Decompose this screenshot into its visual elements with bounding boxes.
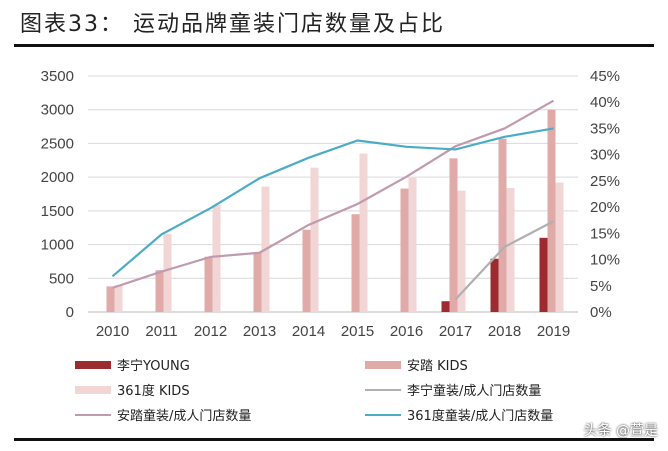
x-tick-label: 2010: [96, 323, 129, 340]
watermark: 头条 @萱是: [583, 423, 658, 439]
y-right-tick-label: 5%: [590, 278, 612, 295]
y-left-tick-label: 1500: [41, 203, 74, 220]
bar-2: [498, 138, 507, 312]
bar-2: [400, 188, 409, 312]
bar-2: [155, 270, 164, 312]
y-right-tick-label: 30%: [590, 147, 620, 164]
line-series-3: [111, 127, 554, 278]
bar-2: [204, 256, 213, 312]
legend-item: 安踏 KIDS: [365, 355, 468, 374]
bar-3: [359, 153, 368, 312]
y-right-tick-label: 15%: [590, 225, 620, 242]
legend-label: 安踏童装/成人门店数量: [117, 409, 252, 424]
line-series-2: [112, 99, 555, 289]
y-left-tick-label: 1000: [41, 237, 74, 254]
x-tick-label: 2015: [341, 323, 374, 340]
y-left-tick-label: 2500: [41, 135, 74, 152]
x-tick-label: 2018: [488, 323, 521, 340]
bar-3: [457, 190, 466, 312]
legend-item: 361度 KIDS: [75, 380, 190, 399]
bar-3: [114, 285, 123, 312]
bar-1: [539, 237, 548, 312]
bar-3: [408, 177, 417, 312]
y-left-tick-label: 0: [66, 304, 74, 321]
y-left-tick-label: 3000: [41, 102, 74, 119]
legend-swatch: [75, 360, 111, 369]
y-left-tick-label: 2000: [41, 169, 74, 186]
y-left-tick-label: 3500: [41, 68, 74, 85]
bar-3: [310, 167, 319, 312]
y-right-tick-label: 10%: [590, 252, 620, 269]
x-tick-label: 2011: [145, 323, 177, 340]
bar-2: [106, 286, 115, 312]
legend-swatch: [75, 413, 111, 416]
legend-item: 李宁YOUNG: [75, 355, 190, 374]
title-divider: [14, 44, 654, 47]
bar-2: [449, 158, 458, 312]
x-tick-label: 2014: [292, 323, 325, 340]
legend-swatch: [365, 388, 401, 391]
bottom-divider: [14, 438, 654, 441]
bar-3: [212, 204, 221, 312]
x-tick-label: 2013: [243, 323, 276, 340]
legend-label: 李宁YOUNG: [117, 359, 190, 374]
legend-item: 361度童装/成人门店数量: [365, 405, 553, 424]
y-right-tick-label: 35%: [590, 120, 620, 137]
legend-item: 李宁童装/成人门店数量: [365, 380, 541, 399]
legend-item: 安踏童装/成人门店数量: [75, 405, 251, 424]
chart-title: 图表33： 运动品牌童装门店数量及占比: [20, 12, 445, 37]
bar-2: [302, 229, 311, 312]
y-right-tick-label: 40%: [590, 94, 620, 111]
y-right-tick-label: 45%: [590, 68, 620, 85]
y-left-tick-label: 500: [49, 270, 74, 287]
y-right-tick-label: 20%: [590, 199, 620, 216]
x-tick-label: 2016: [390, 323, 423, 340]
bar-2: [351, 214, 360, 312]
y-right-tick-label: 0%: [590, 304, 612, 321]
legend-swatch: [75, 385, 111, 394]
x-tick-label: 2012: [194, 323, 227, 340]
line-series-1: [454, 220, 555, 301]
legend-swatch: [365, 413, 401, 416]
legend-label: 361度童装/成人门店数量: [407, 409, 554, 424]
bar-3: [555, 182, 564, 312]
legend-swatch: [365, 360, 401, 369]
legend-label: 361度 KIDS: [117, 384, 190, 399]
bar-3: [506, 187, 515, 312]
x-tick-label: 2017: [439, 323, 472, 340]
bar-2: [253, 252, 262, 312]
bar-1: [490, 258, 499, 312]
x-tick-label: 2019: [537, 323, 570, 340]
legend-label: 李宁童装/成人门店数量: [407, 384, 542, 399]
bar-3: [163, 233, 172, 312]
bar-2: [547, 109, 556, 312]
y-right-tick-label: 25%: [590, 173, 620, 190]
bar-1: [441, 301, 450, 312]
legend-label: 安踏 KIDS: [407, 359, 468, 374]
